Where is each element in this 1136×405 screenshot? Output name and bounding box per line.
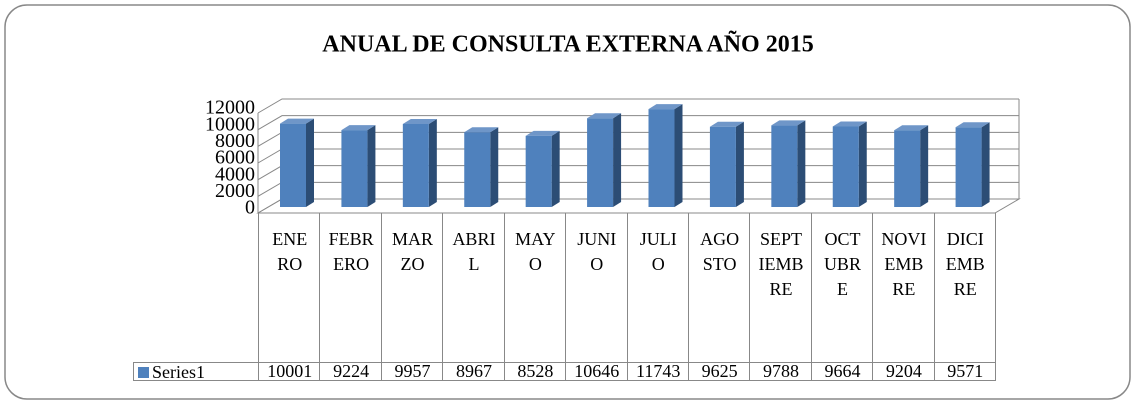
bar-top [771, 120, 806, 126]
bar [894, 125, 929, 207]
bar-top [280, 118, 314, 124]
bar-side [490, 127, 499, 207]
y-tick-label: 6000 [215, 147, 255, 169]
bar-side [797, 120, 806, 207]
bar-front [709, 126, 736, 207]
bar-side [306, 118, 314, 207]
bar [402, 119, 437, 207]
bar-front [648, 109, 675, 207]
data-table-value: 9788 [749, 362, 812, 381]
bar [341, 125, 376, 207]
bar-side [613, 113, 622, 207]
bar-side [735, 121, 744, 207]
y-tick-label: 4000 [215, 163, 255, 185]
x-tick-label: DICIEMBRE [933, 213, 996, 363]
y-tick-label: 12000 [205, 97, 255, 119]
table-edge [995, 213, 996, 381]
data-table-value: 9625 [687, 362, 751, 381]
bar [587, 113, 622, 207]
legend-label: Series1 [152, 362, 205, 382]
bar-side [858, 121, 867, 207]
bar-top [464, 127, 499, 133]
bar-top [894, 125, 929, 131]
bar-front [402, 124, 429, 207]
bar-top [402, 119, 437, 125]
y-tick-label: 10000 [205, 113, 255, 135]
chart-title: ANUAL DE CONSULTA EXTERNA AÑO 2015 [322, 32, 813, 58]
bar-top [832, 121, 867, 127]
bar-front [587, 118, 614, 207]
data-table-value: 9957 [380, 362, 444, 381]
bar-top [955, 122, 990, 128]
data-table-value: 8967 [442, 362, 505, 381]
x-tick-label: NOVIEMBRE [872, 213, 935, 363]
bar [648, 104, 683, 207]
bar-top [525, 130, 560, 136]
bar-side [674, 104, 683, 207]
bar-front [771, 125, 798, 207]
bar-top [709, 121, 744, 127]
bar-side [920, 125, 929, 207]
bar-side [367, 125, 376, 207]
bar-front [525, 135, 552, 207]
y-tick-label: 8000 [215, 130, 255, 152]
data-table-value: 9571 [933, 362, 996, 381]
x-tick-label: JUNIO [565, 213, 628, 363]
bar [280, 118, 314, 207]
bar-front [341, 130, 368, 207]
x-tick-label: JULIO [626, 213, 689, 363]
bar [464, 127, 499, 207]
grid-line [257, 98, 1019, 114]
bar-front [955, 127, 982, 207]
chart-border [4, 4, 1131, 400]
bar-front [832, 126, 859, 207]
bar-side [981, 122, 990, 207]
x-tick-label: MARZO [380, 213, 444, 363]
data-table-value: 10001 [258, 362, 321, 381]
grid-line [257, 115, 1019, 131]
x-tick-label: ENERO [258, 213, 321, 363]
bar [771, 120, 806, 207]
bar-front [464, 132, 491, 207]
data-table-value: 9664 [810, 362, 874, 381]
bar [955, 122, 990, 207]
y-tick-label: 0 [245, 197, 255, 219]
x-tick-label: SEPTIEMBRE [749, 213, 812, 363]
bar-top [587, 113, 622, 119]
bar [832, 121, 867, 207]
data-table-value: 10646 [565, 362, 628, 381]
y-tick-label: 2000 [215, 180, 255, 202]
x-tick-label: ABRIL [442, 213, 505, 363]
bar [709, 121, 744, 207]
bar-top [341, 125, 376, 131]
bar-side [428, 119, 437, 207]
legend-swatch [138, 367, 149, 378]
bar [525, 130, 560, 207]
x-tick-label: FEBRERO [319, 213, 382, 363]
x-tick-label: OCTUBRE [810, 213, 874, 363]
bar-side [551, 130, 560, 207]
data-table-value: 8528 [503, 362, 567, 381]
bar-front [894, 130, 921, 207]
bar-front [280, 123, 306, 207]
x-tick-label: AGOSTO [687, 213, 751, 363]
x-tick-label: MAYO [503, 213, 567, 363]
bar-top [648, 104, 683, 110]
data-table-value: 9224 [319, 362, 382, 381]
data-table-value: 9204 [872, 362, 935, 381]
legend-cell: Series1 [133, 362, 259, 381]
data-table-value: 11743 [626, 362, 689, 381]
